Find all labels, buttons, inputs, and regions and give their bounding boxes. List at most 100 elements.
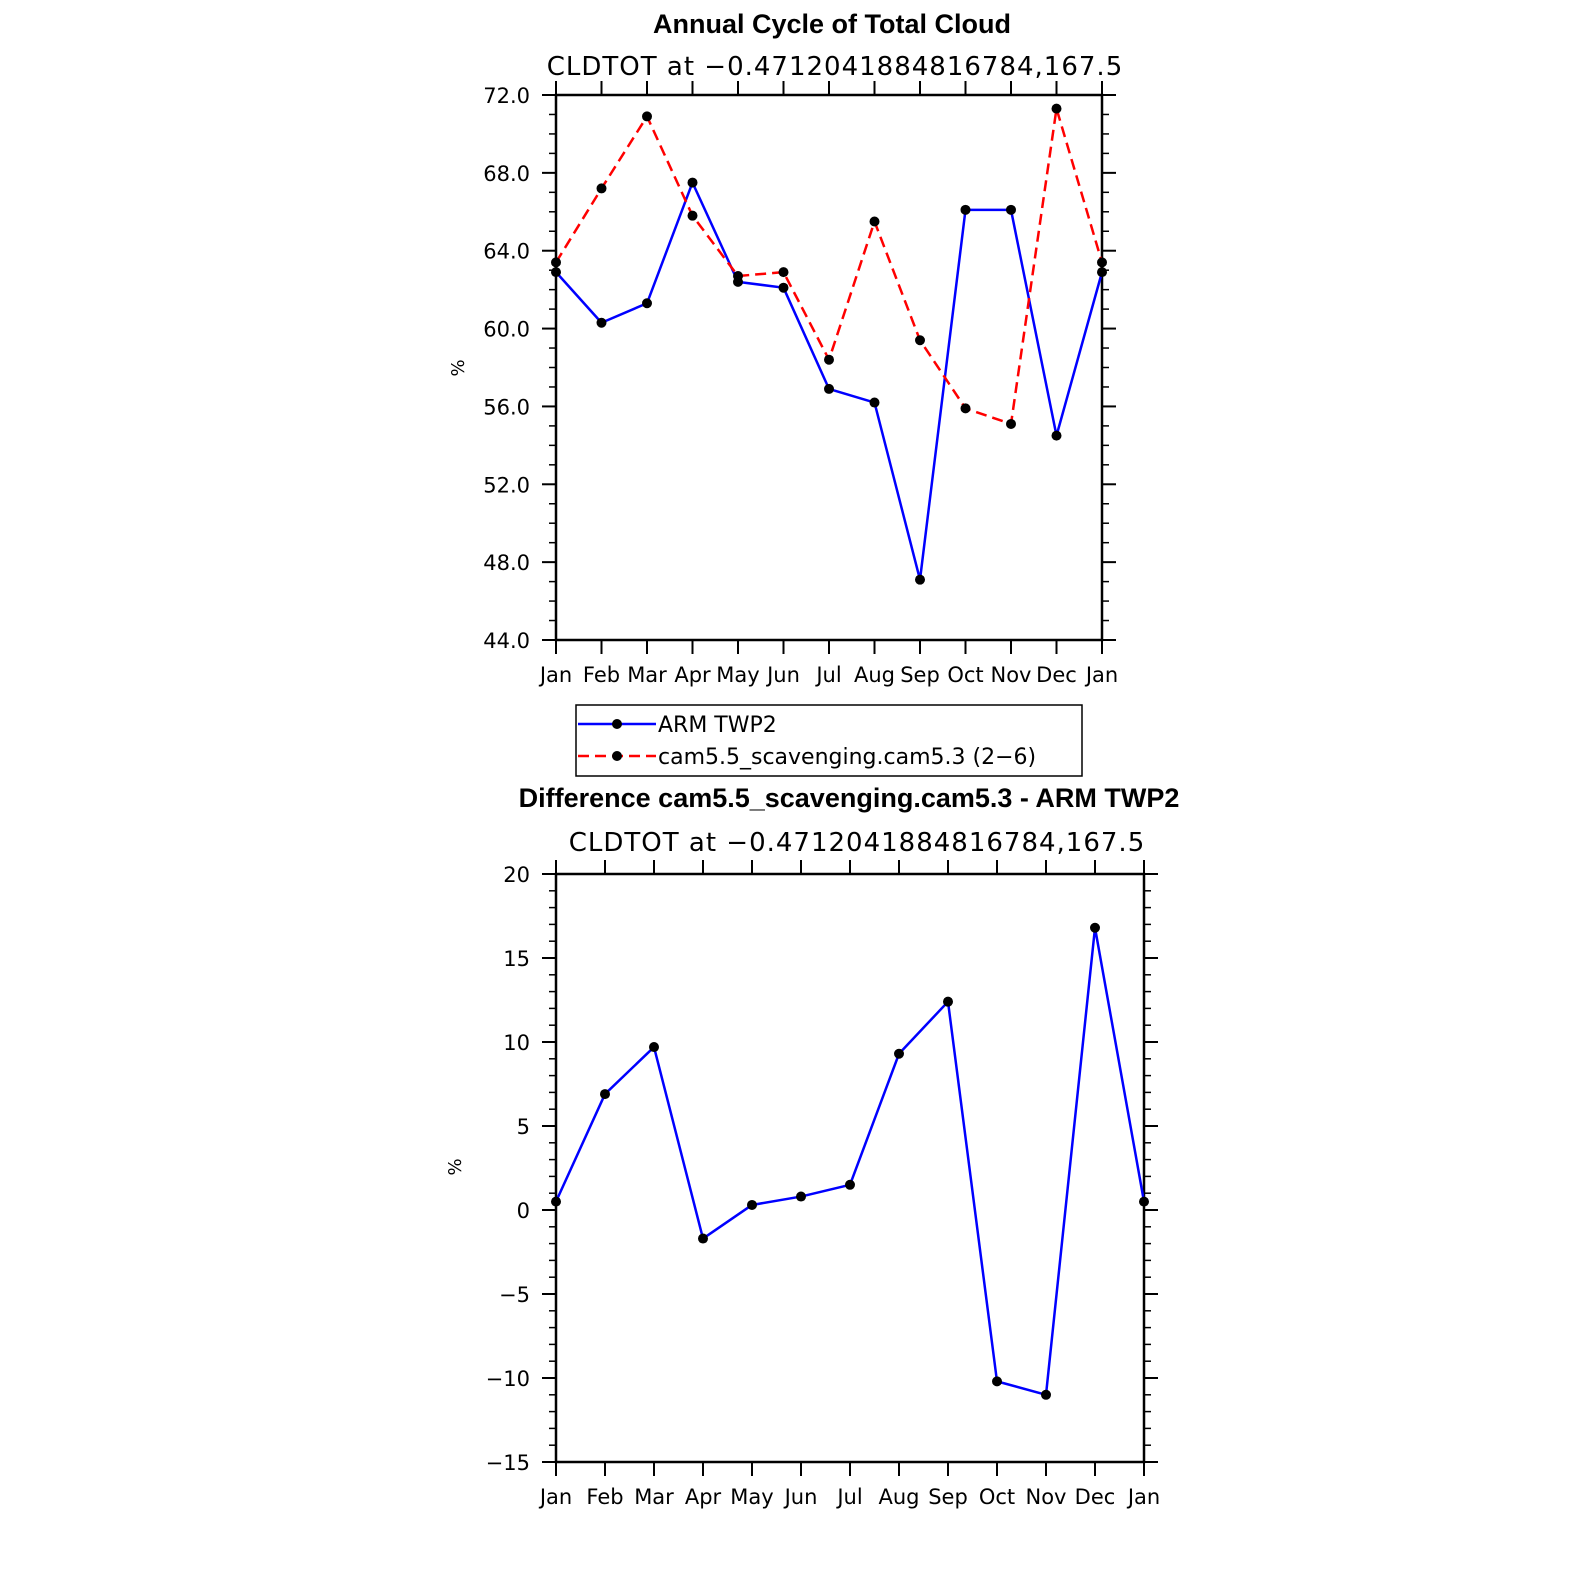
chart-2-series-1-point [796, 1191, 806, 1202]
chart-1-series-1-point [687, 177, 698, 188]
chart-1-xtick-label: May [716, 663, 759, 687]
chart-1-series-2-point [1097, 257, 1107, 268]
chart-1-xtick-label: Dec [1036, 663, 1077, 687]
chart-2-title: Difference cam5.5_scavenging.cam5.3 - AR… [519, 783, 1180, 813]
chart-2-frame [554, 872, 1146, 1464]
chart-2-xtick-label: Nov [1026, 1485, 1067, 1509]
legend-box [575, 704, 1083, 777]
legend-item-cam55: cam5.5_scavenging.cam5.3 (2−6) [578, 745, 1036, 770]
chart-1-xtick-label: Jun [765, 663, 800, 687]
legend-label-cam55: cam5.5_scavenging.cam5.3 (2−6) [658, 745, 1036, 770]
chart-2-xtick-label: Dec [1075, 1485, 1116, 1509]
chart-2-subtitle: CLDTOT at −0.4712041884816784,167.5 [569, 828, 1146, 858]
chart-2-xtick-label: Jun [783, 1485, 818, 1509]
chart-2-ytick-label: 0 [517, 1199, 530, 1223]
chart-difference: Difference cam5.5_scavenging.cam5.3 - AR… [445, 783, 1179, 1509]
chart-1-series-2-point [778, 267, 789, 278]
chart-1-ytick-label: 48.0 [483, 551, 530, 575]
chart-2-ytick-label: 15 [503, 947, 530, 971]
chart-1-ytick-label: 56.0 [483, 395, 530, 419]
chart-2-series-1-point [1139, 1196, 1149, 1207]
chart-2-series-1-point [747, 1199, 757, 1210]
chart-2-xtick-label: Jan [1126, 1485, 1160, 1509]
chart-1-series-2-point [733, 271, 743, 282]
chart-1-series-2-point [1051, 103, 1062, 114]
chart-1-ytick-label: 64.0 [483, 240, 530, 264]
chart-1-xtick-label: Nov [991, 663, 1032, 687]
chart-1-series-line-1 [555, 181, 1104, 581]
chart-1-series-2-point [687, 210, 698, 221]
chart-2-ytick-label: −10 [486, 1367, 530, 1391]
chart-2-series-1-point [551, 1196, 561, 1207]
chart-2-series-1-point [845, 1179, 855, 1190]
chart-2-series-1-point [894, 1048, 904, 1059]
chart-1-series-2-point [915, 335, 925, 346]
chart-1-series-line-2 [554, 107, 1104, 426]
chart-2-xtick-label: Jan [538, 1485, 572, 1509]
chart-2-xtick-label: May [730, 1485, 773, 1509]
chart-1-xtick-label: Feb [583, 663, 620, 687]
chart-1-ytick-label: 72.0 [483, 84, 530, 108]
chart-1-plot-area: 44.0 48.0 52.0 56.0 60.0 64.0 68.0 72.0 Jan Feb Ma… [483, 81, 1118, 687]
chart-1-series-2-point [824, 354, 834, 365]
chart-2-ytick-label: 10 [503, 1031, 530, 1055]
chart-1-ytick-label: 44.0 [483, 629, 530, 653]
chart-1-series-2-point [596, 183, 607, 194]
chart-2-xtick-label: Apr [685, 1485, 722, 1509]
chart-2-xtick-label: Aug [878, 1485, 919, 1509]
chart-2-series-1-point [649, 1042, 659, 1053]
chart-1-subtitle: CLDTOT at −0.4712041884816784,167.5 [547, 52, 1124, 82]
chart-1-ytick-label: 68.0 [483, 162, 530, 186]
chart-2-ytick-label: 20 [503, 863, 530, 887]
chart-1-xtick-label: Jan [538, 663, 572, 687]
chart-2-ytick-label: 5 [517, 1115, 530, 1139]
chart-1-series-1-point [915, 574, 925, 585]
chart-1-xtick-label: Sep [900, 663, 940, 687]
chart-2-xtick-label: Sep [928, 1485, 968, 1509]
chart-2-xtick-label: Jul [835, 1485, 862, 1509]
legend-marker-cam55 [612, 751, 622, 761]
chart-1-series-1-point [824, 383, 834, 394]
chart-2-series-1-point [1041, 1389, 1051, 1400]
chart-1-title: Annual Cycle of Total Cloud [653, 9, 1011, 39]
chart-2-series-line-1 [554, 926, 1146, 1397]
chart-2-series-1-point [600, 1089, 610, 1100]
chart-1-ytick-label: 60.0 [483, 318, 530, 342]
chart-1-xtick-label: Jan [1084, 663, 1118, 687]
legend-marker-arm-twp2 [612, 719, 622, 729]
chart-1-series-2-point [960, 403, 971, 414]
chart-2-xtick-label: Feb [586, 1485, 623, 1509]
chart-1-series-1-point [596, 317, 607, 328]
chart-1-ylabel: % [448, 359, 469, 376]
chart-2-xtick-label: Oct [979, 1485, 1015, 1509]
chart-1-series-2-point [1006, 418, 1016, 429]
chart-1-series-1-point [1097, 267, 1107, 278]
chart-1-series-1-point [778, 282, 789, 293]
chart-1-series-2-point [869, 216, 880, 227]
legend: ARM TWP2 cam5.5_scavenging.cam5.3 (2−6) [575, 704, 1083, 777]
chart-1-xtick-label: Apr [674, 663, 711, 687]
chart-2-ytick-label: −5 [499, 1283, 530, 1307]
chart-1-xtick-label: Aug [854, 663, 895, 687]
chart-1-series-2-point [642, 111, 652, 122]
chart-1-series-1-point [1051, 430, 1062, 441]
legend-label-arm-twp2: ARM TWP2 [658, 713, 777, 738]
chart-1-series-1-point [960, 204, 971, 215]
chart-1-series-1-point [642, 298, 652, 309]
chart-1-series-1-point [1006, 204, 1016, 215]
legend-item-arm-twp2: ARM TWP2 [578, 713, 777, 738]
chart-1-xtick-label: Mar [627, 663, 667, 687]
chart-1-series-1-point [869, 397, 880, 408]
chart-2-series-1-point [992, 1376, 1002, 1387]
chart-2-series-1-point [1090, 922, 1100, 933]
chart-2-plot-area: −15 −10 −5 0 5 10 15 20 Jan Feb Mar Apr May Jun Jul Aug… [486, 860, 1160, 1509]
chart-1-ytick-label: 52.0 [483, 473, 530, 497]
chart-2-xtick-label: Mar [634, 1485, 674, 1509]
chart-1-series-2-point [551, 257, 561, 268]
chart-2-ytick-label: −15 [486, 1451, 530, 1475]
chart-2-series-1-point [943, 996, 953, 1007]
chart-2-ylabel: % [445, 1158, 466, 1175]
chart-2-series-1-point [698, 1233, 708, 1244]
chart-1-xtick-label: Oct [947, 663, 983, 687]
